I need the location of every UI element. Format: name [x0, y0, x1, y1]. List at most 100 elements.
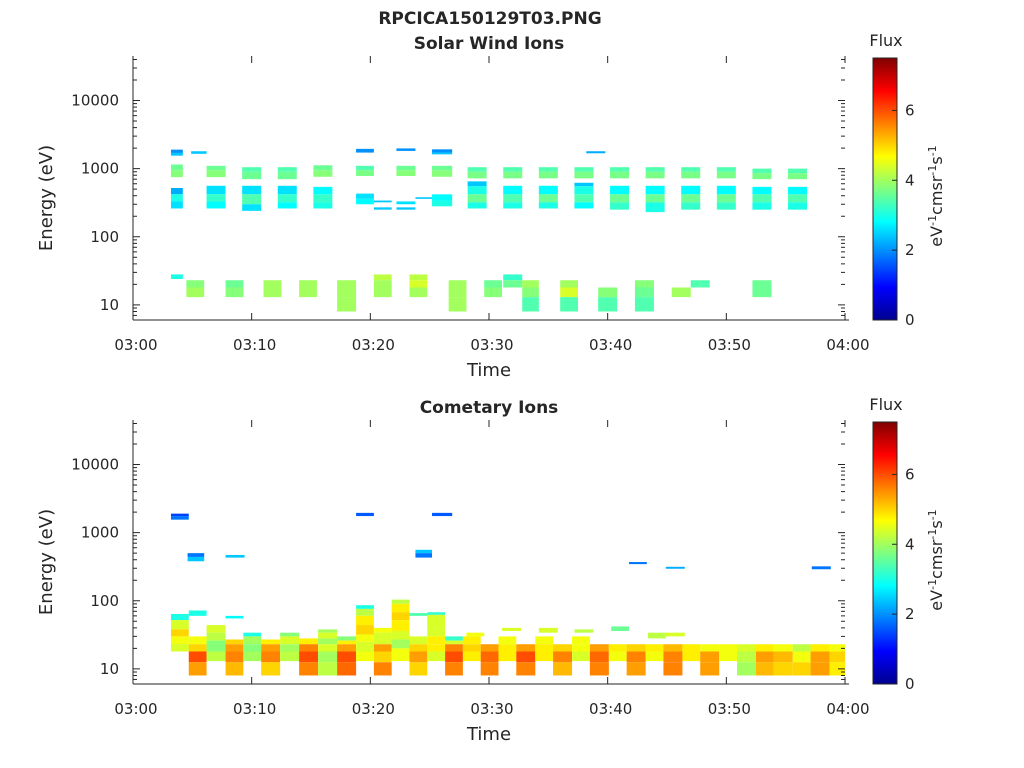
- heatmap-cell: [719, 651, 738, 662]
- heatmap-cell: [553, 644, 573, 652]
- heatmap-cell: [538, 627, 558, 633]
- heatmap-cell: [415, 197, 433, 199]
- heatmap-cell: [503, 185, 523, 195]
- heatmap-cell: [522, 297, 539, 312]
- heatmap-cell: [299, 651, 319, 663]
- heatmap-cell: [589, 651, 609, 663]
- heatmap-cell: [560, 287, 578, 298]
- y-tick-label: 1000: [81, 160, 119, 178]
- heatmap-cell: [356, 165, 374, 171]
- heatmap-cell: [737, 644, 756, 652]
- heatmap-cell: [610, 185, 630, 195]
- heatmap-cell: [170, 201, 183, 209]
- heatmap-cell: [337, 280, 357, 288]
- colorbar-tick-label: 6: [905, 101, 915, 119]
- heatmap-cell: [356, 512, 374, 517]
- heatmap-cell: [206, 165, 226, 171]
- heatmap-cell: [299, 287, 317, 298]
- heatmap-cell: [448, 297, 467, 312]
- heatmap-cell: [560, 280, 578, 288]
- heatmap-cell: [206, 194, 226, 202]
- heatmap-cell: [648, 632, 666, 639]
- heatmap-cell: [188, 610, 207, 616]
- heatmap-cell: [356, 625, 374, 635]
- panel-title: Cometary Ions: [420, 398, 559, 418]
- heatmap-cell: [409, 644, 428, 652]
- x-axis-label: Time: [466, 724, 511, 745]
- x-tick-label: 03:10: [233, 336, 276, 354]
- heatmap-cell: [206, 640, 226, 652]
- heatmap-cell: [318, 651, 338, 663]
- heatmap-cell: [645, 171, 665, 179]
- x-tick-label: 03:10: [233, 700, 276, 718]
- heatmap-cell: [574, 202, 594, 209]
- heatmap-cell: [756, 644, 774, 652]
- heatmap-cell: [432, 512, 453, 517]
- x-tick-label: 03:40: [589, 336, 632, 354]
- heatmap-cell: [716, 202, 736, 210]
- heatmap-cell: [427, 651, 446, 662]
- heatmap-cell: [756, 651, 774, 663]
- heatmap-cell: [498, 651, 517, 662]
- heatmap-cell: [498, 636, 517, 645]
- colorbar-tick-label: 0: [905, 675, 915, 693]
- heatmap-cell: [498, 644, 517, 652]
- heatmap-cell: [716, 194, 736, 203]
- x-tick-label: 04:00: [826, 700, 869, 718]
- colorbar-tick-label: 2: [905, 605, 915, 623]
- heatmap-cell: [773, 651, 793, 663]
- heatmap-cell: [242, 167, 262, 172]
- heatmap-cell: [752, 168, 772, 174]
- heatmap-cell: [445, 651, 463, 663]
- heatmap-cell: [572, 636, 590, 645]
- heatmap-cell: [716, 185, 736, 195]
- heatmap-cell: [409, 613, 428, 616]
- heatmap-cell: [792, 644, 811, 652]
- heatmap-cell: [391, 612, 410, 621]
- heatmap-cell: [427, 636, 446, 645]
- heatmap-cell: [225, 644, 244, 652]
- colorbar-tick-label: 4: [905, 171, 915, 189]
- heatmap-cell: [480, 651, 499, 663]
- heatmap-cell: [792, 651, 811, 663]
- heatmap-cell: [206, 651, 226, 662]
- heatmap-cell: [170, 194, 183, 202]
- heatmap-cell: [225, 280, 244, 288]
- heatmap-cell: [645, 185, 665, 195]
- heatmap-cell: [810, 662, 830, 676]
- heatmap-cell: [574, 182, 594, 187]
- heatmap-cell: [337, 640, 357, 645]
- heatmap-cell: [337, 662, 357, 676]
- heatmap-cell: [391, 603, 410, 613]
- heatmap-cell: [752, 173, 772, 180]
- heatmap-cell: [187, 553, 205, 557]
- heatmap-cell: [645, 651, 664, 662]
- heatmap-cell: [427, 627, 446, 637]
- colorbar-unit-label: eV-1cmsr-1s-1: [926, 145, 947, 246]
- heatmap-cell: [484, 280, 503, 288]
- heatmap-cell: [598, 287, 618, 298]
- heatmap-cell: [665, 566, 685, 569]
- y-tick-label: 10: [100, 296, 119, 314]
- heatmap-cell: [299, 638, 319, 645]
- heatmap-cell: [829, 644, 845, 652]
- heatmap-cell: [356, 608, 374, 616]
- heatmap-cell: [610, 167, 630, 172]
- x-tick-label: 03:40: [589, 700, 632, 718]
- x-tick-label: 03:00: [114, 336, 157, 354]
- heatmap-cell: [170, 164, 183, 171]
- heatmap-cell: [263, 280, 282, 288]
- heatmap-cell: [503, 167, 523, 172]
- heatmap-cell: [188, 636, 207, 645]
- heatmap-cell: [373, 651, 392, 663]
- heatmap-cell: [261, 644, 281, 652]
- heatmap-cell: [356, 170, 374, 176]
- heatmap-cell: [206, 632, 226, 641]
- heatmap-cell: [522, 280, 539, 288]
- heatmap-cell: [663, 662, 683, 676]
- heatmap-cell: [170, 170, 183, 178]
- colorbar-tick-label: 2: [905, 241, 915, 259]
- heatmap-cell: [682, 644, 701, 652]
- heatmap-cell: [243, 644, 262, 652]
